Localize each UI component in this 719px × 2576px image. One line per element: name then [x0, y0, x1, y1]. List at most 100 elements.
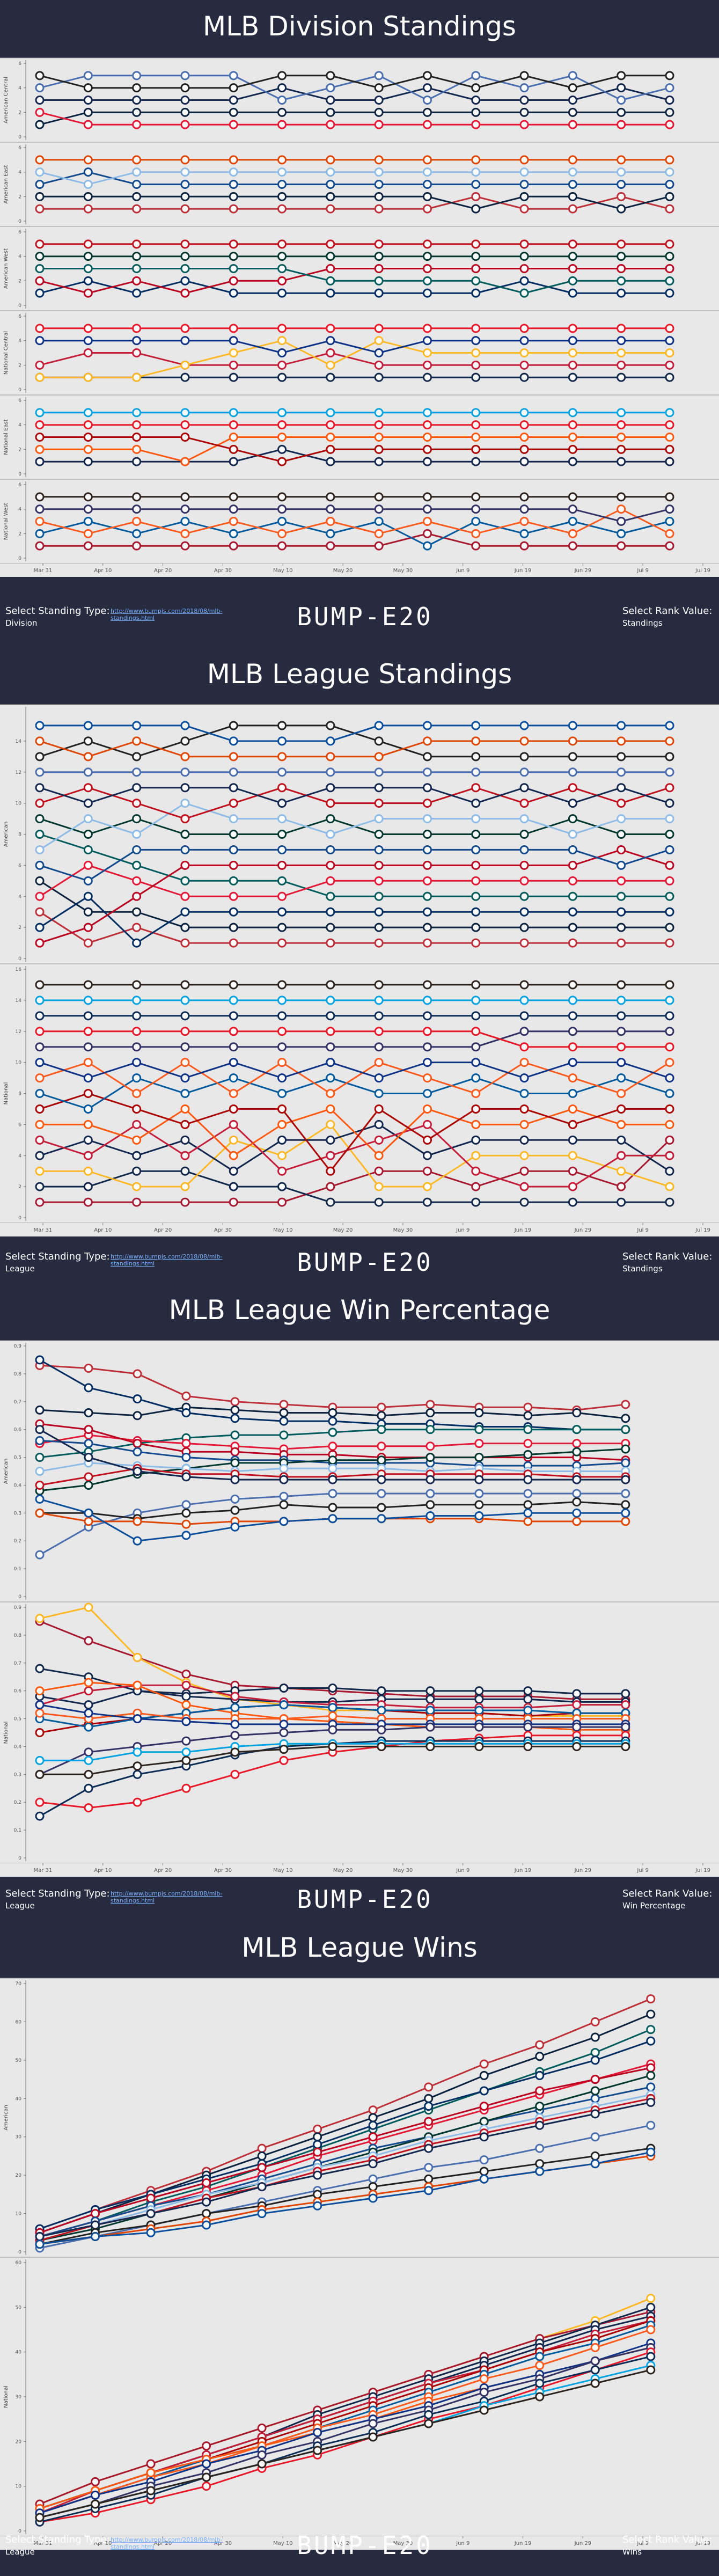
y-tick-label: 0.7 [14, 1661, 21, 1666]
series-point [572, 1741, 582, 1751]
series-point [35, 324, 45, 333]
y-tick-label: 6 [18, 145, 21, 151]
series-point [328, 1455, 338, 1465]
series-point [326, 107, 335, 117]
series-point [519, 996, 529, 1005]
rank-value-select[interactable]: Select Rank Value: Standings [622, 1251, 714, 1275]
series-point [229, 457, 238, 466]
rank-value-select[interactable]: Select Rank Value: Win Percentage [622, 1888, 714, 1912]
series-point [180, 541, 190, 551]
series-point [377, 1425, 386, 1435]
series-point [180, 120, 190, 129]
series-point [422, 192, 432, 201]
series-point [471, 752, 481, 762]
standing-type-select[interactable]: Select Standing Type: League [5, 2534, 110, 2558]
source-link[interactable]: http://www.bumpjs.com/2018/08/mlb-standi… [111, 1253, 223, 1267]
series-point [374, 1119, 384, 1129]
series-point [519, 204, 529, 214]
series-point [368, 2182, 378, 2192]
series-line [40, 1030, 670, 1048]
series-point [132, 408, 142, 418]
series-point [572, 1700, 582, 1710]
series-line [40, 508, 670, 523]
series-point [202, 2441, 211, 2451]
series-point [519, 96, 529, 105]
standing-type-select[interactable]: Select Standing Type: League [5, 1251, 110, 1275]
series-point [665, 252, 674, 261]
series-point [568, 372, 577, 382]
y-tick-label: 50 [16, 2058, 22, 2063]
y-tick-label: 30 [16, 2135, 22, 2140]
rank-value-value: Standings [622, 618, 663, 628]
series-point [277, 1119, 287, 1129]
series-point [83, 107, 93, 117]
series-point [665, 336, 674, 346]
series-line [39, 2311, 651, 2505]
series-point [132, 348, 142, 357]
series-point [374, 192, 384, 201]
series-point [132, 814, 142, 824]
series-point [519, 1104, 529, 1114]
series-point [83, 180, 93, 189]
series-point [471, 433, 481, 442]
series-point [377, 1489, 386, 1498]
rank-value-value: Wins [622, 2547, 642, 2557]
y-tick-label: 10 [16, 2212, 22, 2217]
series-point [535, 2102, 545, 2111]
series-line [39, 2369, 651, 2519]
y-tick-label: 0 [18, 2529, 21, 2534]
series-line [39, 2086, 651, 2237]
standing-type-select[interactable]: Select Standing Type: Division [5, 605, 110, 629]
series-point [35, 721, 45, 730]
series-point [617, 752, 626, 762]
x-tick-label: Jul 9 [636, 568, 649, 574]
series-point [132, 204, 142, 214]
series-point [84, 1755, 93, 1765]
x-tick-label: Apr 30 [214, 1227, 232, 1233]
series-point [35, 1755, 45, 1765]
source-link[interactable]: http://www.bumpjs.com/2018/08/mlb-standi… [111, 1890, 223, 1904]
series-point [132, 1197, 142, 1207]
y-tick-label: 2 [18, 110, 21, 115]
y-tick-label: 60 [16, 2019, 22, 2025]
series-point [523, 1425, 533, 1435]
series-point [422, 96, 432, 105]
series-line [39, 880, 670, 928]
standing-type-select[interactable]: Select Standing Type: League [5, 1888, 110, 1912]
series-point [132, 420, 142, 430]
source-link[interactable]: http://www.bumpjs.com/2018/08/mlb-standi… [111, 2536, 223, 2550]
series-point [180, 845, 190, 854]
series-point [181, 1680, 191, 1690]
series-point [180, 1058, 190, 1067]
panel-label: American [3, 822, 9, 847]
series-point [230, 1414, 240, 1423]
series-point [523, 1500, 533, 1510]
series-line [40, 195, 670, 210]
series-point [181, 1439, 191, 1448]
series-point [617, 1073, 626, 1083]
series-point [83, 288, 93, 298]
rank-value-select[interactable]: Select Rank Value: Standings [622, 605, 714, 629]
series-point [132, 1058, 142, 1067]
series-point [474, 1425, 484, 1435]
series-point [424, 2102, 434, 2111]
series-point [568, 264, 577, 273]
series-point [374, 420, 384, 430]
series-point [665, 276, 674, 286]
series-point [519, 372, 529, 382]
series-point [479, 2405, 489, 2415]
series-point [590, 2379, 600, 2388]
series-point [132, 891, 142, 901]
series-line [40, 448, 670, 463]
series-point [425, 1408, 435, 1418]
rank-value-select[interactable]: Select Rank Value: Wins [622, 2534, 714, 2558]
series-point [326, 457, 335, 466]
series-point [328, 1741, 338, 1751]
series-point [535, 2352, 545, 2361]
series-point [35, 752, 45, 762]
series-point [665, 120, 674, 129]
series-point [422, 517, 432, 526]
source-link[interactable]: http://www.bumpjs.com/2018/08/mlb-standi… [111, 608, 223, 621]
series-point [665, 529, 674, 538]
series-point [230, 1747, 240, 1757]
